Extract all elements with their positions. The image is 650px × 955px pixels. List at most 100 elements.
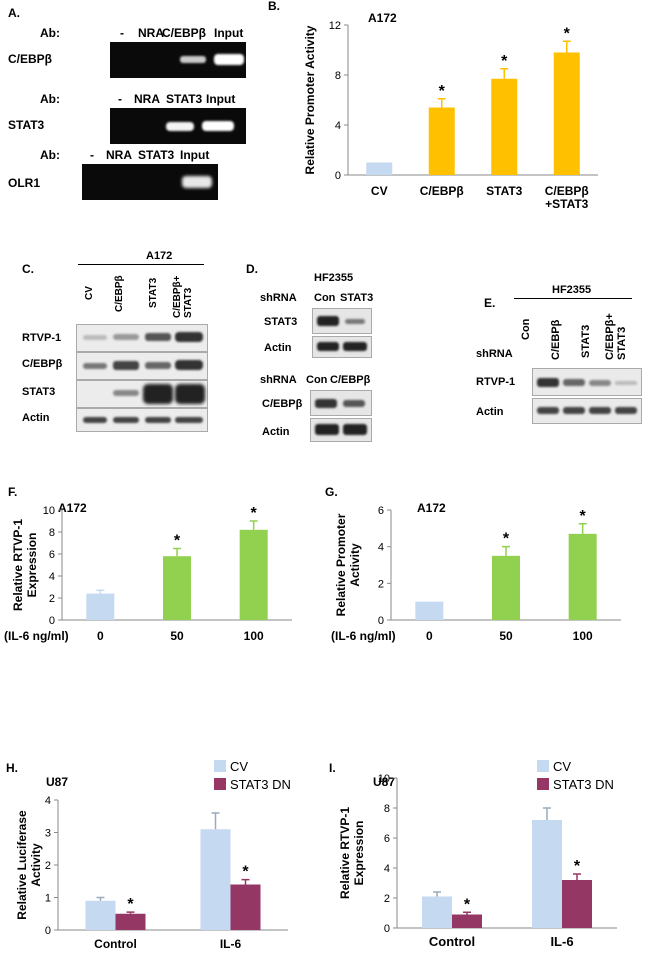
- x-tick-label: C/EBPβ: [420, 184, 464, 198]
- y-axis-label: Relative Promoter Activity: [303, 25, 317, 174]
- cell-line-label: HF2355: [552, 284, 592, 296]
- significance-star: *: [503, 531, 510, 548]
- panel-label: G.: [325, 485, 338, 499]
- lane-label: C/EBPβ+ STAT3: [604, 313, 628, 360]
- blot-image: [310, 390, 372, 416]
- y-tick-label: 0: [378, 615, 384, 627]
- lane-label: STAT3: [148, 277, 159, 308]
- legend-label: CV: [553, 759, 571, 774]
- y-tick-label: 8: [384, 803, 390, 815]
- panel-label: I.: [329, 761, 336, 775]
- y-tick-label: 1: [45, 893, 51, 905]
- legend-label: STAT3 DN: [553, 777, 614, 792]
- x-tick-label: IL-6: [220, 937, 242, 951]
- bar: [163, 556, 191, 620]
- bar: [115, 913, 146, 930]
- lane-label: C/EBPβ: [330, 374, 371, 386]
- lane-label: Input: [180, 148, 210, 162]
- row-label: C/EBPβ: [262, 398, 303, 410]
- row-label: STAT3: [22, 386, 56, 398]
- panel-d-label: D.: [246, 262, 258, 276]
- shrna-label: shRNA: [260, 374, 297, 386]
- row-label: Actin: [262, 426, 290, 438]
- panel-label: H.: [6, 761, 18, 775]
- blot-image: [76, 380, 208, 408]
- significance-star: *: [464, 896, 471, 913]
- chart-f: F. A172 0 2 4 6 8 10 Relative RTVP-1Expression 0 *…: [4, 485, 292, 643]
- bar: [562, 880, 592, 928]
- row-label: STAT3: [264, 316, 298, 328]
- legend-swatch: [214, 778, 226, 790]
- panel-label: B.: [268, 0, 280, 13]
- gel-image: [82, 164, 218, 200]
- x-axis-prefix: (IL-6 ng/ml): [331, 629, 396, 643]
- significance-star: *: [174, 533, 181, 550]
- chart-g: G. A172 0 2 4 6 Relative PromoterActivity 0 * 50 *…: [325, 485, 621, 643]
- y-tick-label: 6: [384, 833, 390, 845]
- cell-line-label: A172: [58, 501, 87, 515]
- y-tick-label: 0: [49, 615, 55, 627]
- panel-label: F.: [8, 485, 17, 499]
- lane-label: NRA: [138, 26, 164, 40]
- gel-image: [110, 42, 246, 78]
- row-label: RTVP-1: [476, 376, 516, 388]
- lane-label: CV: [84, 286, 95, 300]
- legend-swatch: [537, 760, 549, 772]
- blot-image: [310, 418, 372, 442]
- x-tick-label: 0: [97, 629, 104, 643]
- blot-image: [76, 352, 208, 380]
- ab-label: Ab:: [40, 26, 60, 40]
- y-tick-label: 2: [384, 893, 390, 905]
- y-axis-label: Relative RTVP-1Expression: [338, 807, 366, 899]
- target-label: STAT3: [8, 118, 45, 132]
- bar: [366, 162, 393, 175]
- shrna-label: shRNA: [476, 348, 513, 360]
- blot-image: [76, 408, 208, 432]
- y-axis-label: Relative LuciferaseActivity: [15, 810, 43, 920]
- significance-star: *: [580, 508, 587, 525]
- blot-image: [532, 368, 642, 396]
- y-tick-label: 4: [49, 571, 55, 583]
- x-tick-label: 50: [499, 629, 513, 643]
- lane-label: -: [90, 148, 94, 162]
- lane-label: STAT3: [340, 292, 374, 304]
- panel-e-label: E.: [484, 296, 496, 310]
- lane-label: NRA: [134, 92, 160, 106]
- y-tick-label: 0: [335, 170, 341, 182]
- x-tick-label: 0: [426, 629, 433, 643]
- bar: [568, 533, 597, 620]
- bar: [230, 884, 261, 930]
- panel-a-label: A.: [8, 6, 20, 20]
- gel-image: [110, 108, 246, 144]
- x-tick-label: IL-6: [550, 934, 573, 949]
- significance-star: *: [564, 25, 571, 42]
- legend-label: STAT3 DN: [230, 777, 291, 792]
- significance-star: *: [251, 505, 258, 522]
- divider: [78, 264, 204, 265]
- lane-label: STAT3: [166, 92, 203, 106]
- legend-swatch: [537, 778, 549, 790]
- bar: [85, 900, 116, 930]
- y-tick-label: 6: [49, 549, 55, 561]
- blot-image: [76, 324, 208, 352]
- significance-star: *: [127, 896, 134, 913]
- significance-star: *: [574, 858, 581, 875]
- lane-label: NRA: [106, 148, 132, 162]
- blot-image: [312, 336, 372, 358]
- lane-label: C/EBPβ: [550, 319, 562, 360]
- x-tick-label: 100: [573, 629, 593, 643]
- y-tick-label: 4: [45, 795, 51, 807]
- row-label: Actin: [264, 342, 292, 354]
- ab-label: Ab:: [40, 92, 60, 106]
- bar: [415, 601, 444, 620]
- bar: [452, 914, 482, 928]
- y-tick-label: 6: [378, 505, 384, 517]
- y-tick-label: 4: [378, 542, 384, 554]
- y-tick-label: 3: [45, 828, 51, 840]
- y-tick-label: 2: [45, 860, 51, 872]
- row-label: Actin: [22, 412, 50, 424]
- significance-star: *: [501, 53, 508, 70]
- lane-label: C/EBPβ: [114, 275, 125, 312]
- cell-line-label: U87: [46, 775, 68, 789]
